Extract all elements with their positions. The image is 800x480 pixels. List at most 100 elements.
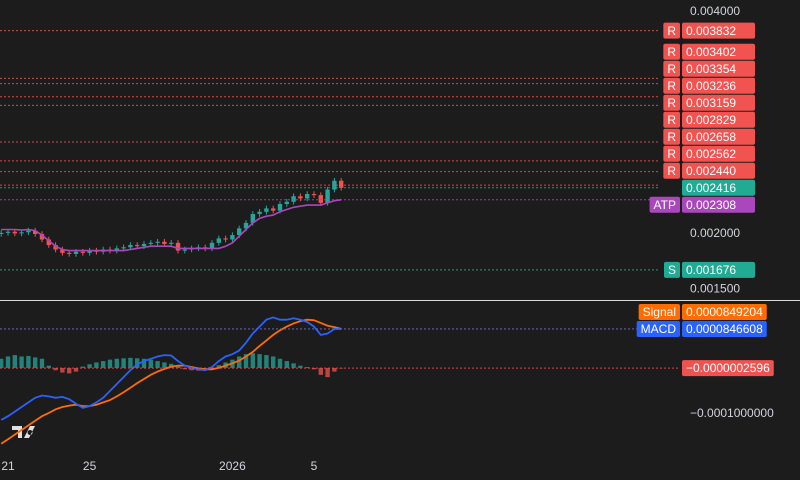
y-tick-label: −0.0001000000 [690,406,774,420]
price-tag-name-bg [663,43,680,60]
histogram-bar [5,356,11,368]
histogram-bar [237,356,242,368]
price-tag-name: R [667,113,676,127]
price-tag-name-bg [663,162,680,179]
candle-body [19,232,24,234]
candle-body [325,189,330,203]
histogram-bar [250,353,255,368]
candle-body [39,233,45,240]
histogram-bar [101,361,106,368]
histogram-bar [73,367,79,372]
histogram-bar [271,356,276,368]
price-tag-bg [682,60,755,77]
histogram-bar [175,365,181,368]
candle-body [264,208,269,212]
candle-body [121,247,126,249]
price-tag-name: Signal [643,305,676,319]
price-tag-value: 0.003159 [686,96,736,110]
candle-body [216,238,221,243]
price-tag-value: 0.0000849204 [686,305,763,319]
histogram-bar [19,356,24,368]
price-tag-name: R [667,62,676,76]
histogram-bar [80,366,85,368]
histogram-bar [121,358,126,368]
histogram-bar [216,365,221,368]
histogram-bar [257,354,262,368]
price-tag-value: −0.0000002596 [686,361,770,375]
x-tick-label: 2026 [219,459,246,473]
price-tag-name: R [667,164,676,178]
x-tick-label: 21 [1,459,15,473]
candle-body [141,243,147,247]
logo-mark [12,426,35,438]
candle-body [298,196,303,199]
candle-body [182,249,187,251]
histogram-bar [162,362,167,368]
candle-body [12,231,17,234]
candle-body [114,248,119,251]
price-tag-name: R [667,130,676,144]
histogram-bar [155,361,160,368]
price-tag-bg [682,111,755,128]
candle-body [237,228,242,236]
histogram-bar [305,367,310,368]
candle-body [135,245,140,247]
price-tag-value: 0.003236 [686,79,736,93]
histogram-bar [0,358,4,368]
y-tick-label: 0.004000 [690,4,740,18]
price-tag-value: 0.003402 [686,45,736,59]
x-tick-label: 25 [83,459,97,473]
price-tag-name-bg [663,261,680,278]
price-tag-name-bg [663,60,680,77]
histogram-bar [53,367,58,371]
candle-body [128,245,133,248]
price-tag-name: ATP [654,198,676,212]
candle-body [148,242,153,244]
indicator-line [0,316,342,421]
price-tag-name-bg [663,94,680,111]
histogram-bar [33,357,38,368]
price-tag-bg [682,261,755,278]
candle-body [169,242,174,244]
histogram-bar [128,357,133,368]
histogram-bar [318,367,323,375]
histogram-bar [141,358,147,368]
candle-body [67,252,72,254]
candle-body [223,238,228,240]
histogram-bar [325,367,330,378]
candle-body [291,196,296,202]
price-tag-value: 0.003354 [686,62,736,76]
candle-body [26,230,31,233]
indicator-line [1,199,342,252]
x-tick-label: 5 [311,459,318,473]
histogram-bar [291,363,296,368]
price-tag-name-bg [663,77,680,94]
histogram-bar [135,358,140,368]
price-tag-name: MACD [641,322,677,336]
price-tag-name: R [667,24,676,38]
candle-body [257,211,262,214]
price-tag-value: 0.0000846608 [686,322,763,336]
indicator-line [0,318,342,445]
histogram-bar [26,355,31,368]
candle-body [155,241,160,243]
y-tick-label: 0.001500 [690,282,740,296]
price-tag-bg [682,304,767,321]
histogram-bar [87,364,92,368]
price-tag-value: 0.002658 [686,130,736,144]
histogram-bar [67,367,72,374]
price-tag-bg [682,145,755,162]
price-tag-bg [682,196,755,213]
candle-body [230,235,235,240]
candle-body [209,242,215,249]
price-tag-bg [682,77,755,94]
candle-body [305,194,310,199]
price-tag-name-bg [636,321,680,338]
histogram-bar [277,358,283,368]
candle-body [0,232,4,234]
price-tag-name: R [667,147,676,161]
histogram-bar [298,365,303,368]
candle-body [60,249,65,253]
candle-body [162,241,167,244]
